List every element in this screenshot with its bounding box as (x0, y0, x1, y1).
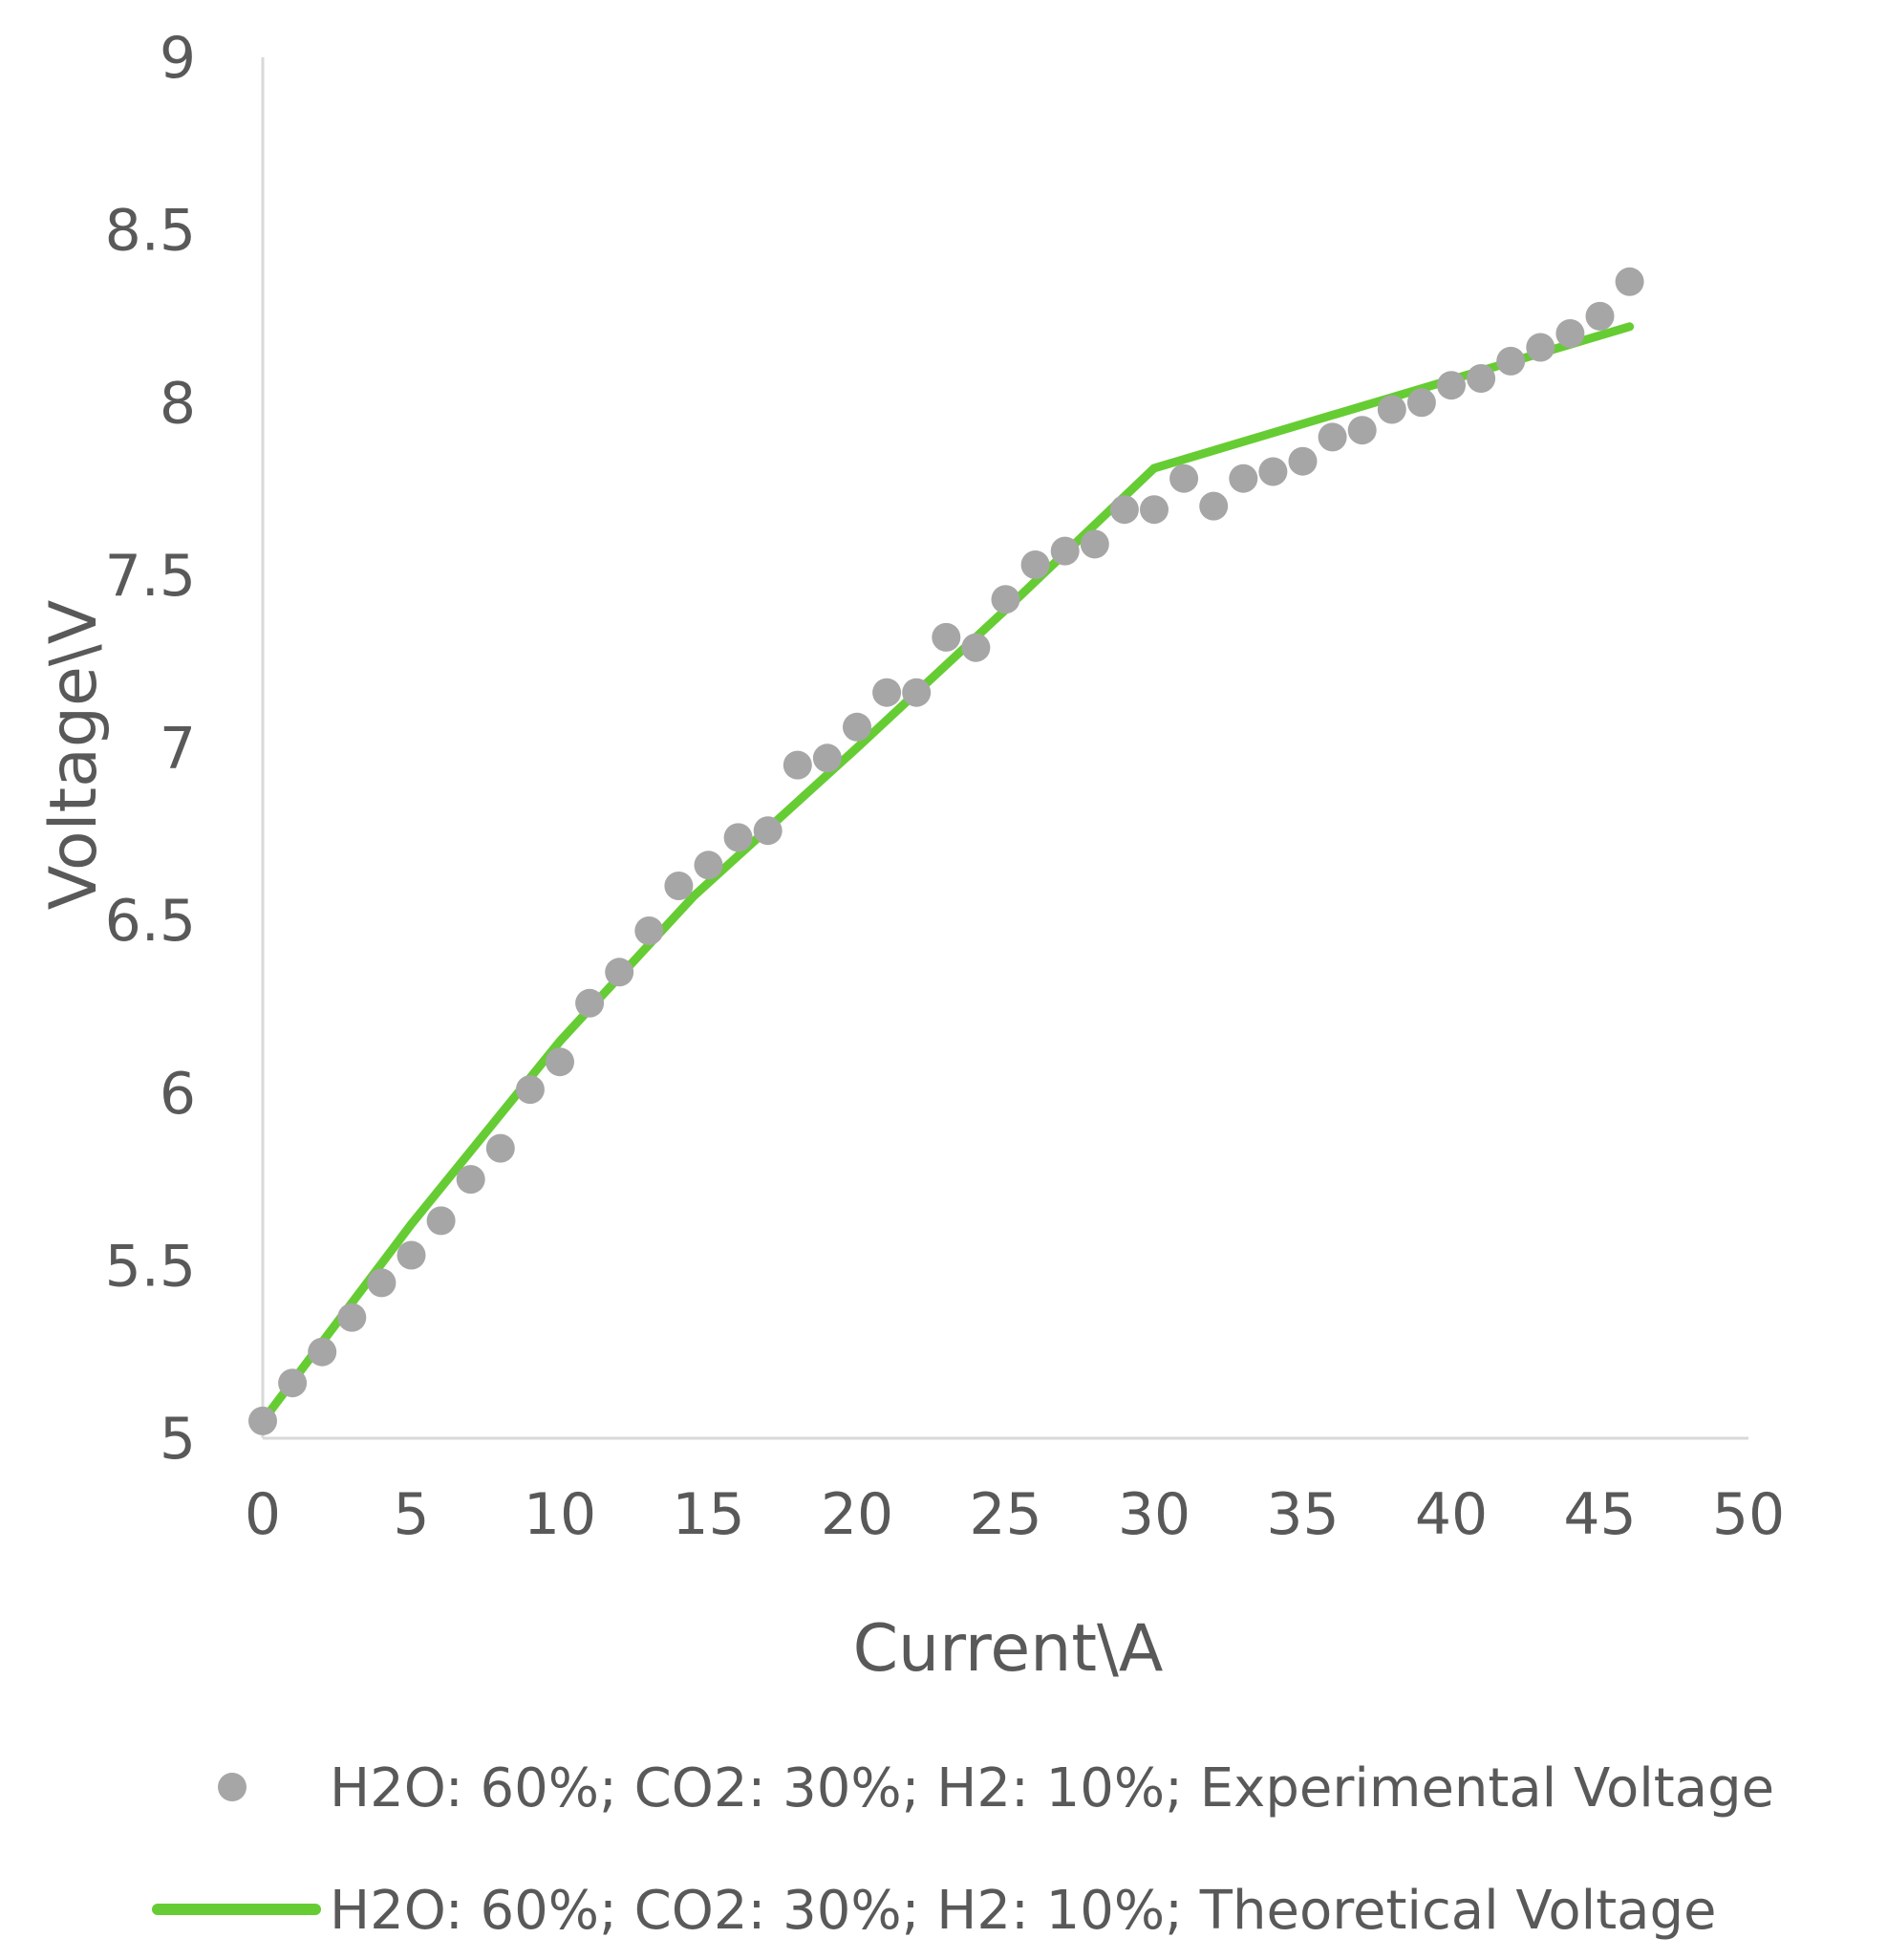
experimental-voltage-point (337, 1303, 367, 1332)
y-tick-label: 7.5 (105, 543, 196, 610)
experimental-voltage-point (694, 851, 723, 880)
x-tick-label: 50 (1712, 1481, 1785, 1548)
theoretical-voltage-line (258, 322, 1635, 1426)
y-tick-label: 5.5 (105, 1233, 196, 1300)
experimental-voltage-point (1140, 495, 1169, 525)
experimental-voltage-point (961, 633, 991, 662)
x-tick-label: 40 (1415, 1481, 1488, 1548)
legend: H2O: 60%; CO2: 30%; H2: 10%; Experimenta… (152, 1757, 1774, 1942)
x-tick-label: 45 (1563, 1481, 1636, 1548)
experimental-voltage-point (1169, 463, 1199, 493)
experimental-voltage-point (278, 1368, 308, 1398)
experimental-voltage-point (664, 872, 694, 900)
y-tick-label: 8 (160, 370, 196, 437)
experimental-voltage-point (1288, 446, 1318, 476)
experimental-voltage-point (367, 1268, 397, 1298)
experimental-voltage-point (1377, 395, 1406, 424)
x-tick-label: 0 (245, 1481, 281, 1548)
experimental-voltage-point (932, 622, 961, 652)
experimental-voltage-point (1467, 364, 1496, 393)
experimental-voltage-point (605, 958, 634, 987)
experimental-voltage-point (812, 743, 842, 773)
experimental-voltage-point (1318, 422, 1347, 452)
axes (261, 57, 1748, 1440)
experimental-voltage-point (1258, 457, 1288, 486)
legend-label-theoretical: H2O: 60%; CO2: 30%; H2: 10%; Theoretical… (330, 1880, 1717, 1942)
experimental-voltage-point (1555, 319, 1585, 348)
y-tick-label: 6 (160, 1061, 196, 1128)
experimental-voltage-point (1229, 463, 1258, 493)
y-tick-label: 7 (160, 716, 196, 783)
experimental-voltage-point (1585, 301, 1615, 331)
experimental-voltage-point (308, 1337, 337, 1367)
experimental-voltage-point (634, 916, 664, 945)
y-axis-title: Voltage\V (36, 600, 112, 911)
x-tick-label: 30 (1118, 1481, 1190, 1548)
legend-label-experimental: H2O: 60%; CO2: 30%; H2: 10%; Experimenta… (330, 1757, 1774, 1820)
x-tick-labels: 0 5 10 15 20 25 30 35 40 45 50 (245, 1481, 1785, 1548)
experimental-voltage-point (1020, 550, 1050, 579)
experimental-voltage-point (753, 816, 783, 846)
experimental-voltage-point (397, 1240, 426, 1270)
experimental-voltage-point (546, 1047, 574, 1077)
x-tick-label: 20 (821, 1481, 893, 1548)
experimental-voltage-series (248, 267, 1644, 1435)
experimental-voltage-point (456, 1165, 485, 1195)
experimental-voltage-point (1526, 333, 1555, 362)
experimental-voltage-point (723, 823, 753, 852)
theoretical-voltage-series (258, 322, 1635, 1426)
experimental-voltage-point (1199, 491, 1229, 521)
x-tick-label: 10 (524, 1481, 596, 1548)
experimental-voltage-point (575, 988, 605, 1018)
experimental-voltage-point (1437, 371, 1466, 400)
experimental-voltage-point (783, 750, 812, 780)
experimental-voltage-point (1496, 346, 1526, 376)
experimental-voltage-point (1615, 267, 1644, 296)
experimental-voltage-point (1080, 529, 1109, 559)
experimental-voltage-point (872, 678, 902, 707)
experimental-voltage-point (1406, 388, 1436, 418)
experimental-voltage-point (248, 1406, 277, 1435)
legend-marker-experimental (218, 1773, 247, 1801)
y-tick-label: 6.5 (105, 888, 196, 955)
experimental-voltage-point (843, 712, 871, 742)
y-tick-label: 5 (160, 1406, 196, 1473)
experimental-voltage-point (991, 585, 1020, 614)
experimental-voltage-point (485, 1133, 515, 1163)
experimental-voltage-point (902, 678, 932, 707)
x-axis-title: Current\A (853, 1611, 1164, 1687)
y-tick-label: 8.5 (105, 198, 196, 265)
x-tick-label: 15 (672, 1481, 744, 1548)
experimental-voltage-point (1109, 495, 1139, 525)
y-tick-labels: 5 5.5 6 6.5 7 7.5 8 8.5 9 (105, 25, 196, 1473)
x-tick-label: 35 (1266, 1481, 1339, 1548)
x-tick-label: 5 (393, 1481, 429, 1548)
x-tick-label: 25 (969, 1481, 1041, 1548)
y-tick-label: 9 (160, 25, 196, 92)
experimental-voltage-point (1347, 416, 1377, 445)
experimental-voltage-point (426, 1206, 456, 1236)
experimental-voltage-point (515, 1075, 545, 1105)
experimental-voltage-point (1050, 536, 1080, 566)
